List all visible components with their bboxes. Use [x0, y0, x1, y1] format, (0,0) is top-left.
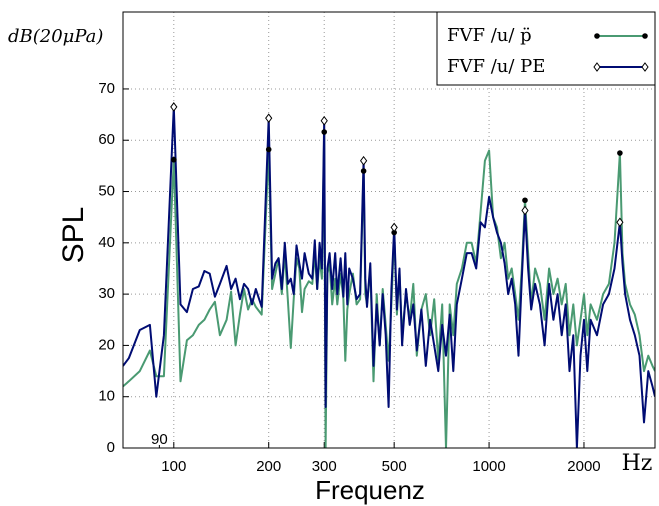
y-tick-label: 70 [98, 80, 115, 97]
x-tick-label: 200 [256, 458, 281, 475]
marker [265, 146, 272, 153]
y-tick-label: 10 [98, 388, 115, 405]
legend-label: FVF /u/ p̈ [447, 25, 532, 46]
y-tick-label: 60 [98, 131, 115, 148]
x-tick-label: 300 [312, 458, 337, 475]
legend: FVF /u/ p̈ FVF /u/ PE [436, 11, 656, 86]
y-tick-label: 50 [98, 182, 115, 199]
x-axis-label: Frequenz [315, 475, 425, 505]
y-unit-label: dB(20μPa) [8, 26, 103, 47]
marker [616, 217, 624, 228]
marker [265, 113, 273, 124]
legend-marker [594, 33, 600, 39]
y-axis-label: SPL [57, 207, 90, 264]
marker [321, 129, 328, 135]
plot-frame [122, 11, 656, 449]
x-minor-tick-label: 90 [151, 431, 168, 448]
marker [390, 222, 398, 233]
marker [359, 155, 368, 166]
x-tick-label: 1000 [472, 458, 505, 475]
marker [617, 150, 623, 156]
y-tick-label: 0 [107, 439, 115, 456]
legend-marker [641, 62, 649, 72]
y-tick-label: 30 [98, 285, 115, 302]
x-tick-label: 500 [382, 458, 407, 475]
marker [522, 197, 528, 204]
marker [521, 205, 529, 216]
series-line [123, 131, 655, 448]
legend-marker [593, 62, 601, 72]
x-unit-label: Hz [622, 451, 653, 476]
marker [320, 115, 328, 126]
series-line [123, 105, 655, 448]
legend-marker [642, 33, 648, 39]
marker [171, 156, 177, 163]
marker [360, 168, 367, 174]
legend-label: FVF /u/ PE [447, 56, 545, 77]
y-tick-label: 20 [98, 336, 115, 353]
plot-area [123, 105, 655, 448]
marker [391, 229, 397, 236]
marker [170, 102, 178, 112]
x-tick-label: 2000 [567, 458, 600, 475]
markers [170, 102, 624, 236]
legend-box [436, 11, 656, 86]
y-tick-label: 40 [98, 234, 115, 251]
x-tick-label: 100 [161, 458, 186, 475]
